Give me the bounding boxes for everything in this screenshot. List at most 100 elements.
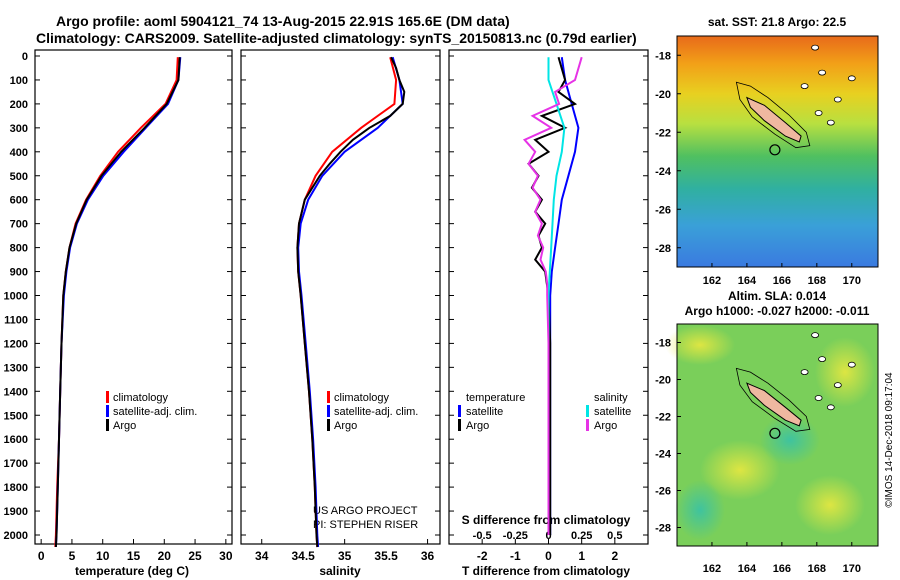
map-lat-tick-label: -20 bbox=[655, 89, 671, 101]
sla-map bbox=[665, 323, 879, 547]
salinity-xlabel: salinity bbox=[319, 564, 361, 578]
temp-tick-label: 5 bbox=[69, 549, 76, 563]
tdiff-tick-label: -1 bbox=[510, 549, 521, 563]
diff-xlabel: T difference from climatology bbox=[462, 564, 630, 578]
depth-tick-label: 1600 bbox=[4, 434, 28, 446]
tdiff-tick-label: -2 bbox=[477, 549, 488, 563]
chart-marks: 0100200300400500600700800900100011001200… bbox=[4, 44, 861, 575]
map-small-island bbox=[814, 110, 823, 116]
map-small-island bbox=[833, 382, 842, 389]
map-lat-tick-label: -22 bbox=[655, 127, 671, 139]
sla-anomaly bbox=[795, 475, 865, 535]
sla-frame bbox=[676, 323, 879, 547]
temp-tick-label: 0 bbox=[38, 549, 45, 563]
sst-frame bbox=[676, 35, 879, 268]
map-lat-tick-label: -18 bbox=[655, 338, 671, 350]
map-island bbox=[746, 382, 802, 427]
map-lon-tick-label: 170 bbox=[843, 275, 861, 287]
map-small-island bbox=[833, 96, 842, 103]
sla-anomaly bbox=[700, 440, 780, 500]
salinity-panel bbox=[240, 49, 441, 545]
depth-tick-label: 300 bbox=[10, 123, 28, 135]
legend-sargo-label: Argo bbox=[594, 420, 617, 432]
map-lon-tick-label: 164 bbox=[738, 275, 757, 287]
depth-tick-label: 600 bbox=[10, 195, 28, 207]
sst-field bbox=[677, 36, 878, 267]
tdiff-argo-line bbox=[527, 56, 578, 535]
sal-tick-label: 34 bbox=[255, 549, 269, 563]
map-small-island bbox=[800, 83, 809, 89]
depth-tick-label: 1300 bbox=[4, 362, 28, 374]
sdiff-tick-label: 0.25 bbox=[571, 530, 592, 542]
legend-ssat-label: satellite bbox=[594, 406, 631, 418]
sla-title: Altim. SLA: 0.014 bbox=[728, 289, 826, 303]
legend-satellite-swatch bbox=[327, 405, 330, 417]
sal-tick-label: 35.5 bbox=[374, 549, 398, 563]
sdiff-label: S difference from climatology bbox=[462, 513, 631, 527]
depth-tick-label: 0 bbox=[22, 51, 28, 63]
legend-climatology-swatch bbox=[106, 391, 109, 403]
sdiff-tick-label: -0.25 bbox=[503, 530, 528, 542]
map-lon-tick-label: 166 bbox=[773, 563, 791, 575]
depth-tick-label: 1200 bbox=[4, 338, 28, 350]
depth-tick-label: 1400 bbox=[4, 386, 28, 398]
map-lon-tick-label: 166 bbox=[773, 275, 791, 287]
map-reef-outline bbox=[735, 367, 811, 432]
header-line2: Climatology: CARS2009. Satellite-adjuste… bbox=[36, 30, 637, 46]
sal-tick-label: 34.5 bbox=[292, 549, 316, 563]
depth-tick-label: 100 bbox=[10, 75, 28, 87]
depth-tick-label: 1700 bbox=[4, 458, 28, 470]
argo-position-marker bbox=[769, 144, 781, 156]
sst-map bbox=[676, 35, 879, 268]
tdiff-tick-label: 0 bbox=[545, 549, 552, 563]
legend-temperature-heading: temperature bbox=[466, 392, 525, 404]
temp-satellite-line bbox=[54, 57, 182, 548]
depth-tick-label: 1000 bbox=[4, 291, 28, 303]
sla-anomaly bbox=[760, 415, 820, 465]
legend-argo-label: Argo bbox=[113, 420, 136, 432]
map-lat-tick-label: -24 bbox=[655, 166, 672, 178]
temperature-legend: climatology satellite-adj. clim. Argo bbox=[106, 391, 197, 432]
credit-pi: PI: STEPHEN RISER bbox=[313, 519, 418, 531]
temp-tick-label: 25 bbox=[188, 549, 202, 563]
map-island bbox=[746, 96, 802, 143]
map-small-island bbox=[826, 404, 835, 411]
sal-tick-label: 35 bbox=[338, 549, 352, 563]
map-lon-tick-label: 164 bbox=[738, 563, 757, 575]
legend-targo-swatch bbox=[458, 419, 461, 431]
map-lon-tick-label: 162 bbox=[703, 275, 721, 287]
sal-tick-label: 36 bbox=[421, 549, 435, 563]
salinity-legend: climatology satellite-adj. clim. Argo bbox=[327, 391, 418, 432]
map-lat-tick-label: -26 bbox=[655, 486, 671, 498]
legend-argo-swatch bbox=[106, 419, 109, 431]
map-lon-tick-label: 168 bbox=[808, 275, 826, 287]
depth-tick-label: 1800 bbox=[4, 482, 28, 494]
depth-tick-label: 800 bbox=[10, 243, 28, 255]
legend-targo-label: Argo bbox=[466, 420, 489, 432]
map-small-island bbox=[847, 75, 856, 82]
map-small-island bbox=[826, 119, 835, 126]
legend-climatology-label: climatology bbox=[334, 392, 390, 404]
map-small-island bbox=[818, 69, 826, 76]
sal-argo-line bbox=[296, 56, 406, 548]
map-lat-tick-label: -28 bbox=[655, 523, 671, 535]
sdiff-tick-label: 0 bbox=[545, 530, 551, 542]
map-lon-tick-label: 170 bbox=[843, 563, 861, 575]
tdiff-tick-label: 2 bbox=[611, 549, 618, 563]
sdiff-argo-line bbox=[522, 56, 583, 535]
legend-ssat-swatch bbox=[586, 405, 589, 417]
map-small-island bbox=[811, 332, 819, 339]
temp-tick-label: 15 bbox=[127, 549, 141, 563]
temp-argo-line bbox=[54, 57, 181, 548]
map-lat-tick-label: -18 bbox=[655, 50, 671, 62]
map-lat-tick-label: -26 bbox=[655, 204, 671, 216]
legend-satellite-swatch bbox=[106, 405, 109, 417]
map-small-island bbox=[800, 369, 809, 376]
legend-satellite-label: satellite-adj. clim. bbox=[113, 406, 197, 418]
legend-climatology-label: climatology bbox=[113, 392, 169, 404]
tdiff-tick-label: 1 bbox=[578, 549, 585, 563]
temperature-xlabel: temperature (deg C) bbox=[75, 564, 189, 578]
header-line1: Argo profile: aoml 5904121_74 13-Aug-201… bbox=[56, 13, 510, 29]
map-reef-outline bbox=[735, 81, 811, 149]
